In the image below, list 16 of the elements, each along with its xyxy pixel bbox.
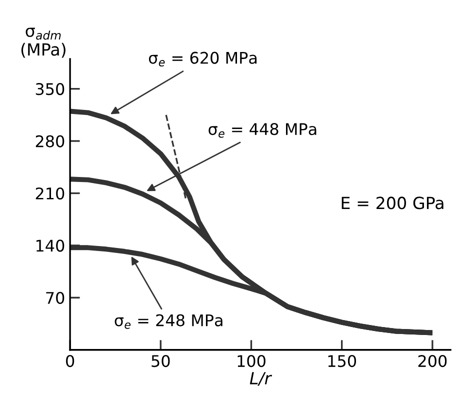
annotation: E = 200 GPa xyxy=(342,196,444,210)
annotation: σ$_{e}$ = 248 MPa xyxy=(114,314,222,329)
x-tick-label: 100 xyxy=(238,355,266,368)
y-tick-label: 210 xyxy=(36,187,64,200)
y-tick-label: 140 xyxy=(36,240,64,252)
x-tick-label: 150 xyxy=(328,355,356,368)
y-tick-label: 70 xyxy=(46,292,64,304)
x-tick-label: 200 xyxy=(418,355,447,368)
y-tick-label: 280 xyxy=(36,135,64,148)
x-tick-label: 50 xyxy=(152,355,170,368)
x-axis-title: L/r xyxy=(250,372,272,386)
y-tick-label: 350 xyxy=(36,83,64,96)
x-tick-label: 0 xyxy=(66,355,74,368)
annotation: σ$_{e}$ = 620 MPa xyxy=(148,52,257,66)
y-axis-title: σ$_{adm}$ (MPa) xyxy=(21,28,66,58)
annotation: σ$_{e}$ = 448 MPa xyxy=(208,123,316,138)
